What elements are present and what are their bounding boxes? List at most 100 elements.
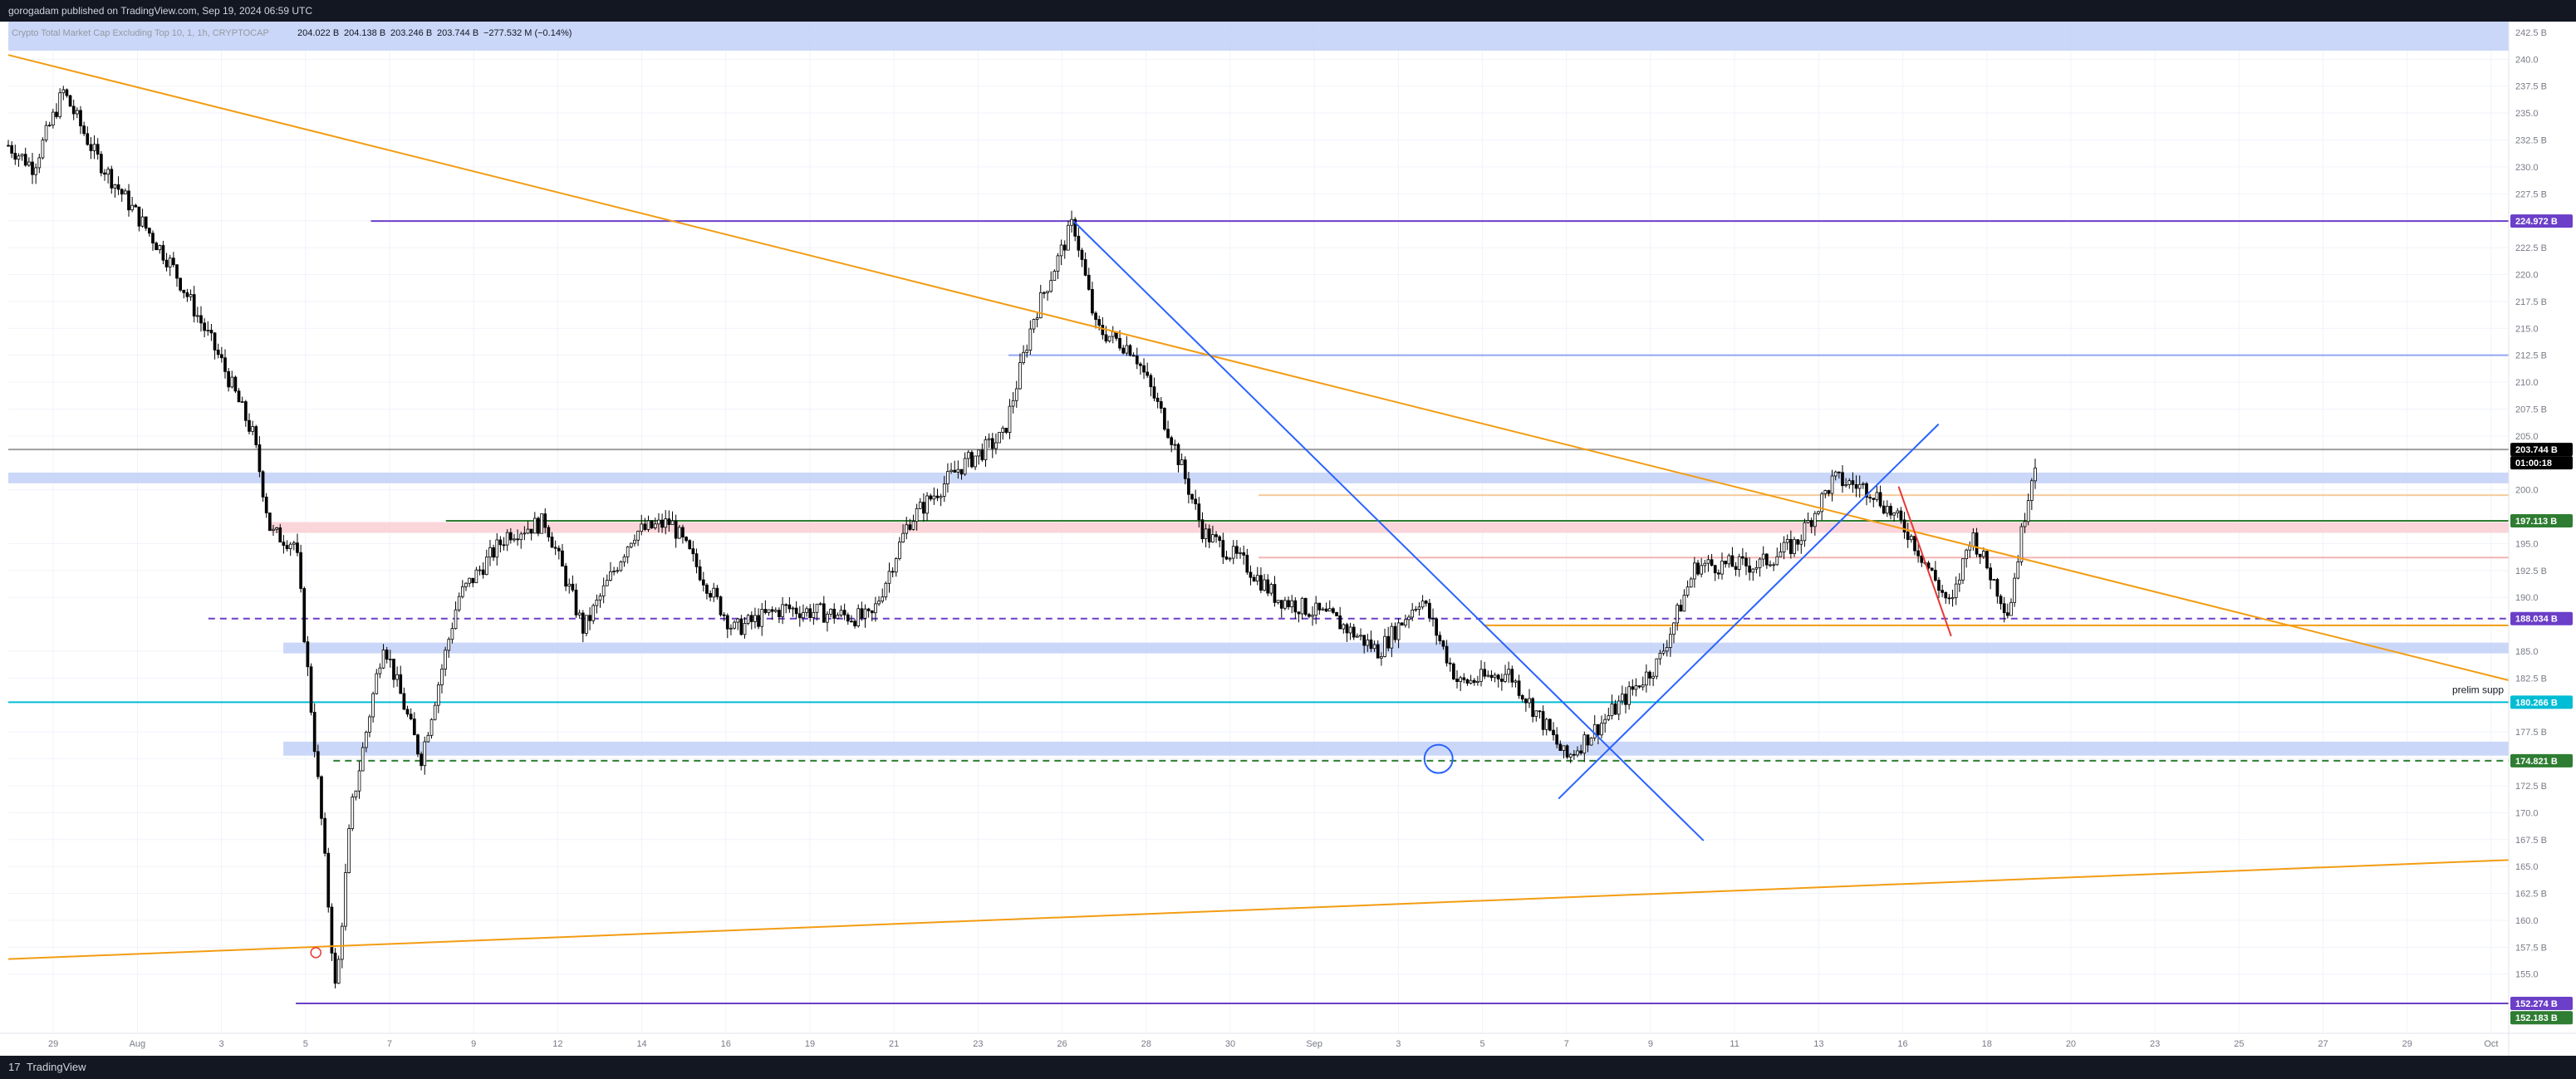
candle-body: [13, 153, 17, 160]
price-label-bg: [2510, 611, 2573, 625]
candle-body: [1882, 505, 1886, 514]
candle-body: [1793, 539, 1796, 555]
candle-body: [564, 566, 567, 587]
time-axis[interactable]: 29 Aug 3 5 7 9 12 14 16 19 21 23 26 28 30 Sep 3 5 7 9 11 13 16…: [0, 1032, 2576, 1049]
price-label-bg: [2510, 443, 2573, 457]
candle-body: [1500, 679, 1504, 682]
candle-body: [595, 599, 599, 606]
price-label-bg: [2510, 753, 2573, 768]
price-label: 174.821 B: [2515, 757, 2558, 767]
y-tick-label: 227.5 B: [2515, 189, 2547, 199]
price-label-bg: [2510, 997, 2573, 1011]
candle-body: [736, 618, 740, 623]
price-axis[interactable]: 242.5 B 240.0 237.5 B 235.0 232.5 B 230.0 227.…: [2508, 22, 2576, 1056]
price-zone: [283, 741, 2509, 756]
legend-low: 203.246 B: [390, 28, 432, 38]
candle-body: [1751, 568, 1755, 573]
candle-body: [746, 615, 750, 624]
candle-body: [1028, 328, 1033, 351]
candle-body: [1452, 663, 1455, 679]
candle-body: [1197, 503, 1201, 521]
candle-body: [71, 105, 76, 115]
candle-body: [464, 582, 468, 587]
candle-body: [1579, 750, 1583, 754]
x-tick-label: 9: [1648, 1039, 1653, 1049]
candle-body: [65, 89, 69, 96]
candle-body: [1393, 625, 1397, 640]
candle-body: [1720, 561, 1724, 575]
candle-body: [773, 610, 778, 612]
chart-svg[interactable]: prelim supp 242.5 B 240.0 237.5 B 235.0 232.…: [0, 22, 2576, 1056]
candle-body: [963, 458, 967, 475]
candle-body: [1985, 551, 1989, 569]
candle-body: [922, 502, 925, 514]
tradingview-logo-icon[interactable]: 17: [8, 1061, 21, 1073]
candle-body: [1645, 671, 1648, 686]
price-zone: [283, 642, 2509, 654]
candle-body: [2009, 601, 2013, 616]
candle-body: [320, 776, 323, 819]
candle-body: [925, 495, 929, 514]
candle-body: [567, 583, 572, 587]
candle-body: [164, 259, 169, 267]
candle-body: [495, 539, 499, 558]
candle-body: [1390, 625, 1394, 649]
candle-body: [7, 145, 10, 147]
candle-body: [357, 770, 361, 792]
candle-body: [763, 609, 768, 613]
candle-body: [1693, 562, 1696, 580]
candle-body: [1965, 549, 1968, 560]
candle-body: [694, 553, 699, 567]
candle-body: [1200, 519, 1205, 540]
candle-body: [426, 734, 430, 743]
candle-body: [1049, 280, 1053, 292]
candle-body: [392, 659, 395, 680]
candle-body: [760, 609, 764, 627]
price-label: 188.034 B: [2515, 615, 2558, 625]
candle-body: [588, 615, 591, 621]
candle-body: [420, 753, 423, 767]
candle-body: [1107, 336, 1111, 342]
candle-body: [209, 330, 213, 334]
candle-body: [484, 557, 488, 576]
candle-body: [1486, 674, 1490, 677]
candle-body: [44, 125, 48, 140]
candle-body: [299, 552, 302, 589]
candle-body: [1913, 536, 1916, 552]
candle-body: [629, 542, 633, 547]
candle-body: [1190, 493, 1194, 500]
candle-body: [1724, 561, 1727, 565]
candle-body: [1696, 562, 1700, 575]
candle-body: [1077, 235, 1081, 251]
tradingview-brand[interactable]: TradingView: [27, 1061, 86, 1073]
candle-body: [61, 89, 66, 94]
candle-body: [488, 547, 492, 558]
y-tick-label: 217.5 B: [2515, 297, 2547, 307]
candle-body: [1651, 675, 1656, 679]
candle-body: [2005, 612, 2009, 616]
candle-body: [1758, 558, 1762, 568]
candle-body: [31, 161, 34, 175]
y-tick-label: 230.0: [2515, 163, 2539, 173]
candle-body: [323, 817, 326, 854]
candle-body: [1631, 686, 1635, 690]
x-tick-label: 7: [1564, 1039, 1569, 1049]
candle-body: [1472, 679, 1476, 684]
candle-body: [378, 667, 382, 674]
candle-body: [1218, 536, 1222, 542]
x-tick-label: 25: [2234, 1039, 2244, 1049]
chart-area[interactable]: prelim supp 242.5 B 240.0 237.5 B 235.0 232.…: [0, 22, 2576, 1056]
legend-close: 203.744 B: [437, 28, 478, 38]
candle-body: [1809, 520, 1813, 527]
candle-body: [1827, 490, 1831, 494]
price-label-bg: [2510, 1011, 2573, 1025]
candle-body: [532, 517, 537, 534]
candle-body: [429, 719, 434, 736]
candle-body: [1290, 600, 1294, 608]
candle-body: [1121, 347, 1126, 354]
y-tick-label: 195.0: [2515, 539, 2539, 549]
candle-body: [137, 206, 141, 227]
candle-body: [2023, 521, 2027, 527]
candle-body: [822, 603, 826, 623]
candle-body: [354, 790, 358, 797]
